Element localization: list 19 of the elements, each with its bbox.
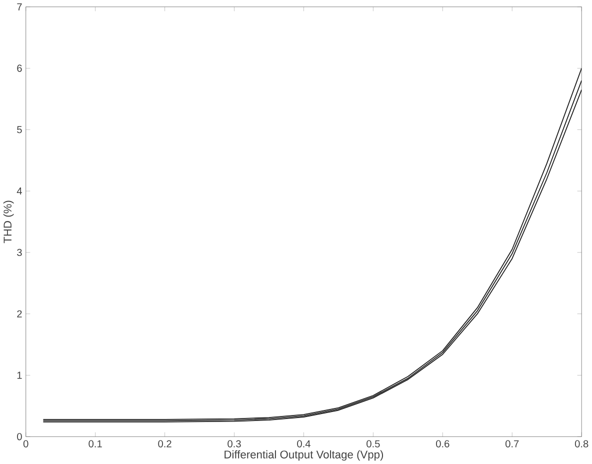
x-tick-label: 0.6 — [436, 440, 450, 448]
x-tick-label: 0.3 — [228, 440, 241, 448]
y-tick-label: 5 — [17, 126, 22, 134]
x-tick-label: 0.5 — [366, 440, 380, 448]
y-tick-label: 2 — [17, 310, 22, 318]
x-tick-label: 0.8 — [574, 440, 588, 448]
y-tick-label: 0 — [17, 433, 22, 440]
y-tick-label: 7 — [17, 3, 22, 10]
x-tick-label: 0.1 — [88, 440, 102, 448]
x-tick-label: 0 — [23, 440, 28, 448]
x-tick-label: 0.7 — [505, 440, 519, 448]
y-tick-label: 1 — [17, 372, 22, 379]
y-tick-label: 3 — [17, 248, 22, 256]
x-axis-title: Differential Output Voltage (Vpp) — [224, 450, 384, 461]
x-tick-label: 0.4 — [297, 440, 310, 448]
y-tick-label: 6 — [17, 64, 22, 72]
x-tick-label: 0.2 — [158, 440, 172, 448]
y-axis-title: THD (%) — [3, 200, 14, 244]
y-tick-label: 4 — [16, 188, 22, 195]
